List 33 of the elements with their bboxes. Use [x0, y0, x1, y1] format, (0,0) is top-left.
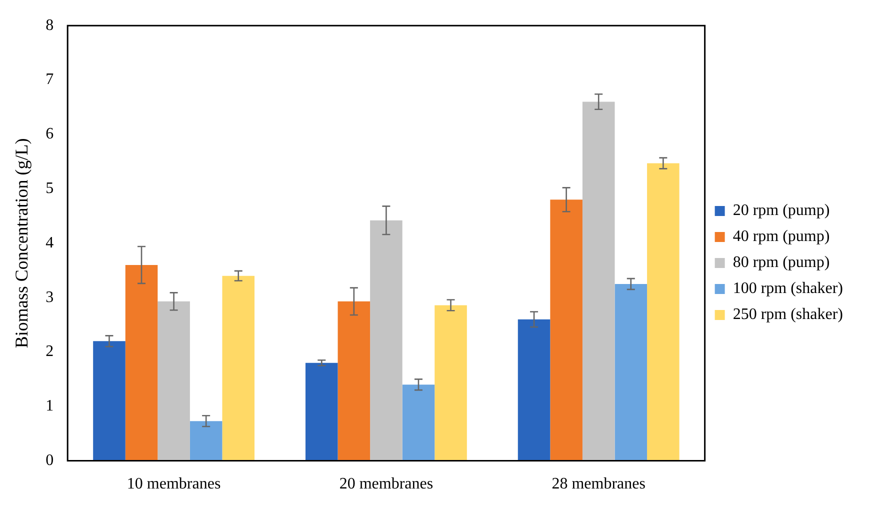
y-tick-label: 4 [46, 234, 54, 252]
legend-label: 100 rpm (shaker) [732, 280, 843, 298]
bar [190, 421, 222, 461]
bar [550, 200, 582, 461]
y-tick-label: 2 [46, 343, 54, 360]
y-tick-label: 8 [46, 16, 54, 34]
bar [582, 102, 615, 461]
bar [305, 362, 338, 461]
bar [158, 301, 190, 461]
y-tick-label: 0 [46, 452, 54, 470]
y-tick-label: 5 [46, 180, 54, 198]
bar [402, 384, 435, 461]
y-tick-label: 6 [46, 126, 54, 143]
y-tick-label: 7 [46, 71, 54, 88]
bar [370, 220, 402, 461]
legend-label: 250 rpm (shaker) [732, 306, 843, 324]
legend-label: 20 rpm (pump) [732, 202, 830, 220]
bar [125, 264, 158, 461]
bar [338, 301, 370, 461]
bar [647, 163, 680, 461]
bar [222, 276, 255, 461]
legend-label: 80 rpm (pump) [732, 254, 830, 272]
legend-label: 40 rpm (pump) [732, 228, 830, 246]
x-tick-label: 20 membranes [339, 476, 434, 493]
y-tick-label: 3 [46, 288, 54, 306]
x-tick-label: 10 membranes [126, 476, 221, 493]
x-tick-label: 28 membranes [552, 476, 646, 493]
bar [614, 284, 648, 461]
bar [518, 319, 550, 461]
y-axis-title: Biomass Concentration (g/L) [12, 138, 32, 348]
bar [434, 305, 467, 461]
bar [93, 341, 126, 461]
y-tick-label: 1 [46, 398, 54, 415]
